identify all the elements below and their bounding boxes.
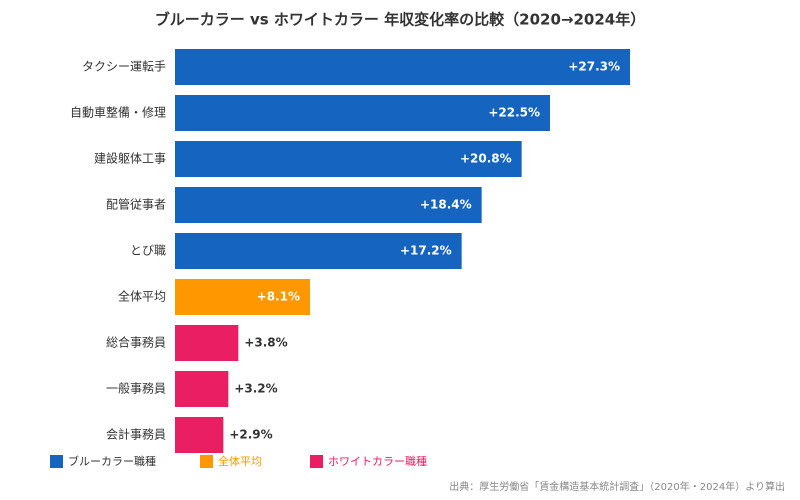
bar [175, 417, 224, 453]
bar [175, 49, 630, 85]
bar [175, 187, 482, 223]
bar [175, 279, 310, 315]
y-tick-label: タクシー運転手 [82, 60, 166, 74]
y-tick-label: 自動車整備・修理 [70, 105, 166, 120]
value-label: +27.3% [568, 60, 620, 74]
value-label: +3.2% [234, 382, 277, 396]
legend-swatch [310, 455, 323, 468]
bar [175, 233, 462, 269]
bar [175, 371, 229, 407]
legend-swatch [200, 455, 213, 468]
bar [175, 325, 239, 361]
value-label: +2.9% [229, 428, 272, 442]
chart-title: ブルーカラー vs ホワイトカラー 年収変化率の比較（2020→2024年） [155, 11, 645, 29]
value-label: +20.8% [460, 152, 512, 166]
legend-label: ブルーカラー職種 [68, 454, 156, 468]
y-tick-label: 建設躯体工事 [94, 151, 166, 166]
value-label: +3.8% [244, 336, 287, 350]
legend-label: ホワイトカラー職種 [328, 454, 427, 468]
y-tick-label: 一般事務員 [106, 381, 166, 396]
y-tick-label: とび職 [130, 244, 166, 258]
legend-swatch [50, 455, 63, 468]
legend-label: 全体平均 [218, 454, 262, 468]
bar [175, 141, 522, 177]
bar [175, 95, 550, 131]
value-label: +22.5% [488, 106, 540, 120]
value-label: +17.2% [400, 244, 452, 258]
source: 出典：厚生労働省「賃金構造基本統計調査」（2020年・2024年）より算出 [449, 480, 785, 493]
value-label: +8.1% [257, 290, 300, 304]
y-tick-label: 会計事務員 [106, 427, 166, 442]
y-tick-label: 総合事務員 [106, 335, 166, 350]
value-label: +18.4% [420, 198, 472, 212]
y-tick-label: 配管従事者 [106, 197, 166, 212]
y-tick-label: 全体平均 [118, 289, 166, 304]
